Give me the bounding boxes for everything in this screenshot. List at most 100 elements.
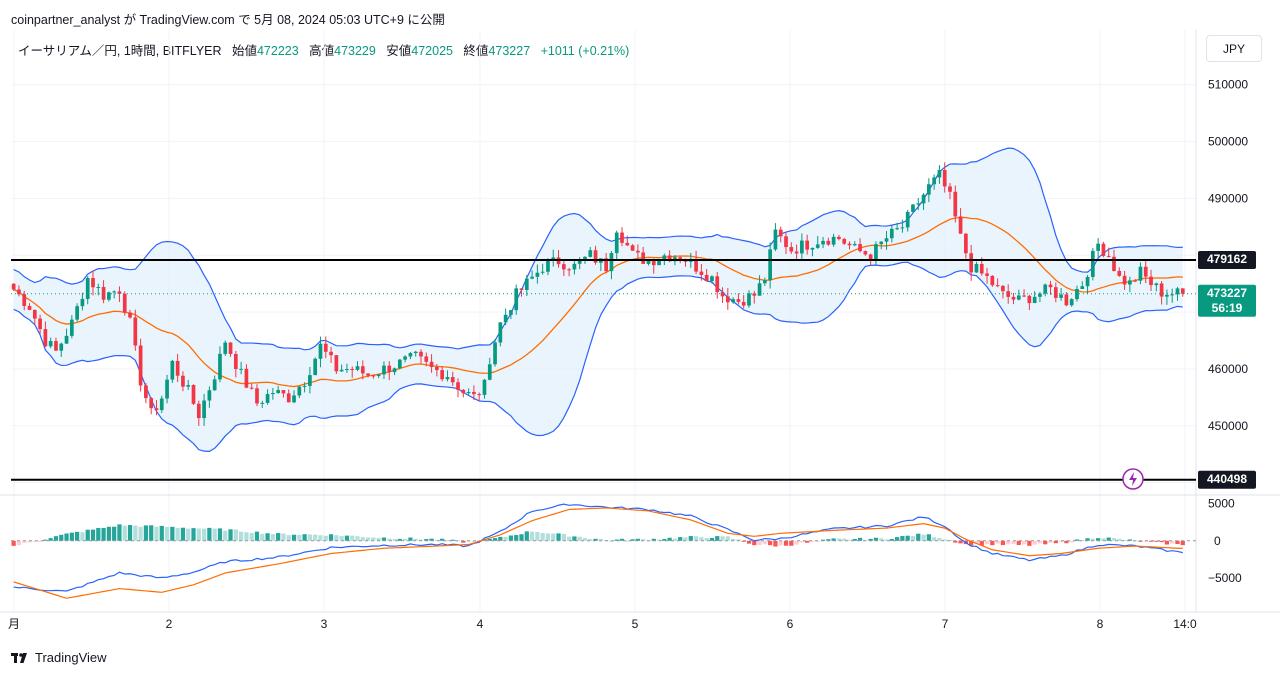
price-tick-label: 460000: [1208, 362, 1248, 376]
candle: [964, 232, 968, 259]
candle-body: [815, 244, 820, 248]
candle-body: [318, 343, 323, 359]
candle: [752, 290, 757, 304]
candle-body: [636, 250, 640, 253]
candle-body: [1096, 243, 1100, 251]
candle-body: [85, 278, 90, 299]
time-tick-label: 4: [477, 617, 484, 631]
candle: [429, 354, 434, 373]
histogram-bar: [492, 538, 498, 541]
candle-body: [831, 236, 836, 245]
histogram-bar: [408, 537, 413, 541]
histogram-bar: [688, 536, 693, 541]
candle-body: [1117, 270, 1122, 276]
candle-body: [165, 379, 169, 399]
candle: [477, 392, 482, 402]
candle: [900, 219, 905, 233]
histogram-bar: [1127, 539, 1132, 541]
candle-body: [107, 292, 111, 300]
candle: [784, 231, 788, 255]
candle-body: [371, 375, 376, 377]
histogram-bar: [186, 528, 191, 541]
histogram-bar: [720, 536, 725, 541]
candle: [985, 267, 989, 284]
candle-body: [995, 285, 1000, 287]
histogram-bar: [535, 532, 540, 541]
candle: [942, 162, 947, 193]
candle: [509, 309, 513, 320]
candle: [731, 297, 735, 304]
candle: [530, 270, 534, 280]
candle-body: [43, 329, 48, 347]
candle: [175, 353, 180, 383]
candle-body: [667, 255, 672, 262]
candle-body: [974, 263, 979, 273]
histogram-bar: [805, 540, 810, 543]
candle-body: [609, 253, 614, 272]
candle: [1048, 280, 1053, 295]
candle: [138, 338, 143, 392]
histogram-bar: [260, 533, 265, 541]
candle-body: [1170, 294, 1175, 296]
footer-brand[interactable]: TradingView: [11, 650, 107, 665]
candle: [646, 260, 651, 266]
candle: [1027, 294, 1032, 311]
candle: [244, 364, 249, 389]
histogram-bar: [429, 538, 434, 541]
candle-body: [704, 274, 709, 282]
histogram-bar: [889, 539, 894, 541]
candle: [990, 275, 995, 287]
candle-body: [762, 280, 767, 284]
bollinger-basis: [13, 216, 1183, 388]
histogram-bar: [678, 537, 683, 541]
candle-body: [175, 360, 180, 376]
candle-body: [450, 377, 455, 383]
candle: [466, 388, 471, 396]
histogram-bar: [403, 538, 408, 541]
histogram-bar: [662, 539, 667, 541]
histogram-bar: [582, 538, 588, 541]
histogram-bar: [614, 539, 619, 541]
candle: [170, 359, 175, 383]
candle: [228, 342, 233, 357]
candle: [762, 277, 767, 286]
symbol-label[interactable]: イーサリアム／円, 1時間, BITFLYER: [18, 44, 222, 58]
candle: [424, 352, 429, 367]
histogram-bar: [1058, 540, 1064, 543]
histogram-bar: [762, 540, 767, 545]
currency-button[interactable]: JPY: [1206, 35, 1262, 62]
candle: [572, 258, 577, 275]
histogram-bar: [503, 537, 508, 541]
candle-body: [514, 288, 519, 311]
candle-body: [1059, 294, 1063, 298]
histogram-bar: [566, 536, 572, 541]
histogram-bar: [894, 537, 900, 541]
histogram-bar: [239, 531, 244, 541]
candle-body: [979, 263, 984, 274]
histogram-bar: [730, 538, 736, 541]
histogram-bar: [281, 533, 286, 541]
candle: [1175, 286, 1180, 301]
histogram-bar: [318, 535, 323, 541]
histogram-bar: [344, 535, 350, 541]
candle-body: [128, 312, 132, 318]
histogram-bar: [1000, 540, 1006, 546]
histogram-bar: [683, 537, 688, 541]
candle-body: [1016, 295, 1021, 300]
histogram-bar: [455, 540, 461, 542]
high-label: 高値: [309, 44, 335, 58]
candle-body: [17, 289, 21, 295]
candle: [1117, 267, 1122, 277]
candle-body: [593, 250, 598, 263]
candle-body: [519, 288, 524, 290]
candle-body: [228, 342, 233, 354]
histogram-bar: [276, 533, 281, 541]
candle: [260, 400, 265, 408]
candle-body: [323, 343, 328, 352]
candle-body: [27, 305, 32, 310]
candle-body: [249, 387, 254, 389]
histogram-bar: [170, 526, 175, 541]
candle: [604, 253, 608, 274]
candle: [91, 270, 95, 296]
